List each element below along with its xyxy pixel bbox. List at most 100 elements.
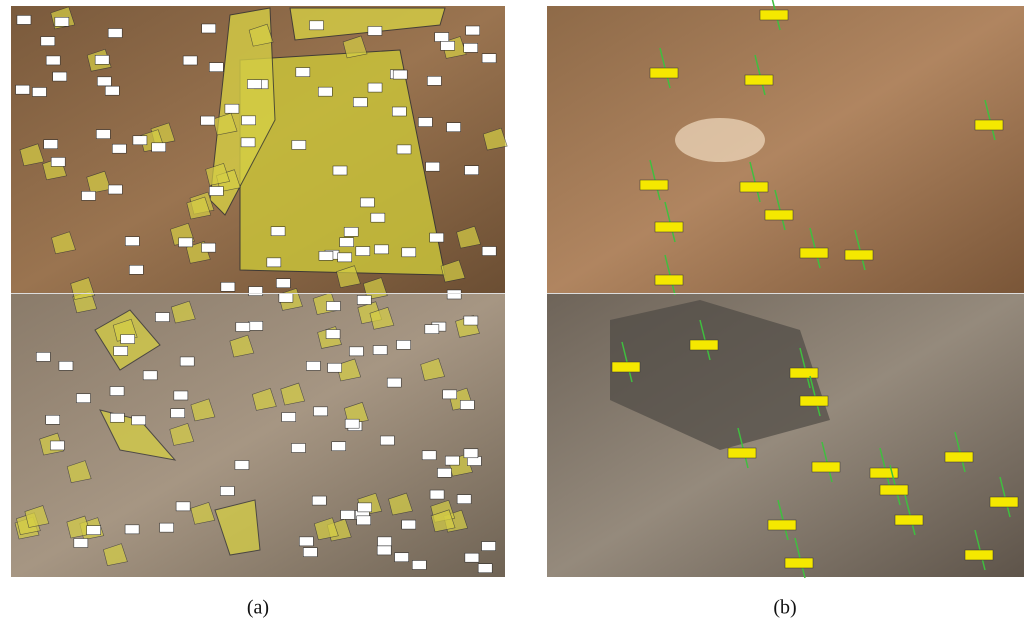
tag — [309, 21, 323, 30]
tag — [353, 98, 367, 107]
tag — [765, 210, 793, 220]
tag — [76, 394, 90, 403]
tag — [303, 548, 317, 557]
tag — [95, 55, 109, 64]
tag — [437, 468, 451, 477]
tag — [402, 248, 416, 257]
tag — [241, 138, 255, 147]
tag — [271, 227, 285, 236]
tag — [482, 542, 496, 551]
tag — [59, 361, 73, 370]
tag — [441, 41, 455, 50]
tag — [221, 282, 235, 291]
tag — [392, 107, 406, 116]
tag — [397, 145, 411, 154]
tag — [393, 70, 407, 79]
tag — [464, 449, 478, 458]
tag — [46, 415, 60, 424]
tag — [880, 485, 908, 495]
tag — [464, 43, 478, 52]
tag — [412, 560, 426, 569]
tag — [812, 462, 840, 472]
tag — [110, 413, 124, 422]
tag — [121, 335, 135, 344]
tag — [478, 564, 492, 573]
tag — [220, 486, 234, 495]
tag — [17, 15, 31, 24]
tag — [482, 54, 496, 63]
tag — [443, 390, 457, 399]
tag — [291, 443, 305, 452]
tag — [426, 162, 440, 171]
tag — [457, 495, 471, 504]
tag — [209, 187, 223, 196]
tag — [41, 37, 55, 46]
tag — [965, 550, 993, 560]
tag — [183, 56, 197, 65]
tag — [387, 378, 401, 387]
tag — [319, 251, 333, 260]
tag — [845, 250, 873, 260]
tag — [464, 316, 478, 325]
tag — [296, 68, 310, 77]
tag — [87, 526, 101, 535]
tag — [143, 371, 157, 380]
tag — [202, 24, 216, 33]
tag — [180, 357, 194, 366]
tag — [378, 537, 392, 546]
tag — [380, 436, 394, 445]
tag — [179, 238, 193, 247]
tag — [110, 387, 124, 396]
tag — [435, 33, 449, 42]
tag — [155, 313, 169, 322]
tag — [465, 166, 479, 175]
tag — [50, 441, 64, 450]
tag — [326, 302, 340, 311]
tag — [975, 120, 1003, 130]
tag — [112, 144, 126, 153]
tag — [82, 191, 96, 200]
tag — [267, 258, 281, 267]
tag — [225, 104, 239, 113]
tag — [360, 198, 374, 207]
tag — [96, 130, 110, 139]
tag — [740, 182, 768, 192]
tag — [114, 346, 128, 355]
tag — [292, 140, 306, 149]
tag — [760, 10, 788, 20]
tag — [356, 247, 370, 256]
tag — [97, 77, 111, 86]
tag — [790, 368, 818, 378]
tag — [655, 222, 683, 232]
tag — [279, 293, 293, 302]
tag — [74, 539, 88, 548]
tag — [482, 247, 496, 256]
tag — [358, 503, 372, 512]
tag — [945, 452, 973, 462]
tag — [108, 185, 122, 194]
tag — [460, 400, 474, 409]
tag — [152, 143, 166, 152]
tag — [377, 546, 391, 555]
tag — [745, 75, 773, 85]
tag — [174, 391, 188, 400]
tag — [16, 85, 30, 94]
tag — [306, 361, 320, 370]
tag — [397, 340, 411, 349]
tag — [242, 116, 256, 125]
tag — [108, 29, 122, 38]
tag — [345, 419, 359, 428]
tag — [51, 157, 65, 166]
tag — [338, 253, 352, 262]
tag — [249, 287, 263, 296]
tag — [768, 520, 796, 530]
tag — [125, 525, 139, 534]
tag — [340, 238, 354, 247]
tag — [800, 396, 828, 406]
tag — [447, 290, 461, 299]
tag — [201, 116, 215, 125]
tag — [202, 243, 216, 252]
tag — [46, 56, 60, 65]
tag — [236, 322, 250, 331]
tag — [333, 166, 347, 175]
